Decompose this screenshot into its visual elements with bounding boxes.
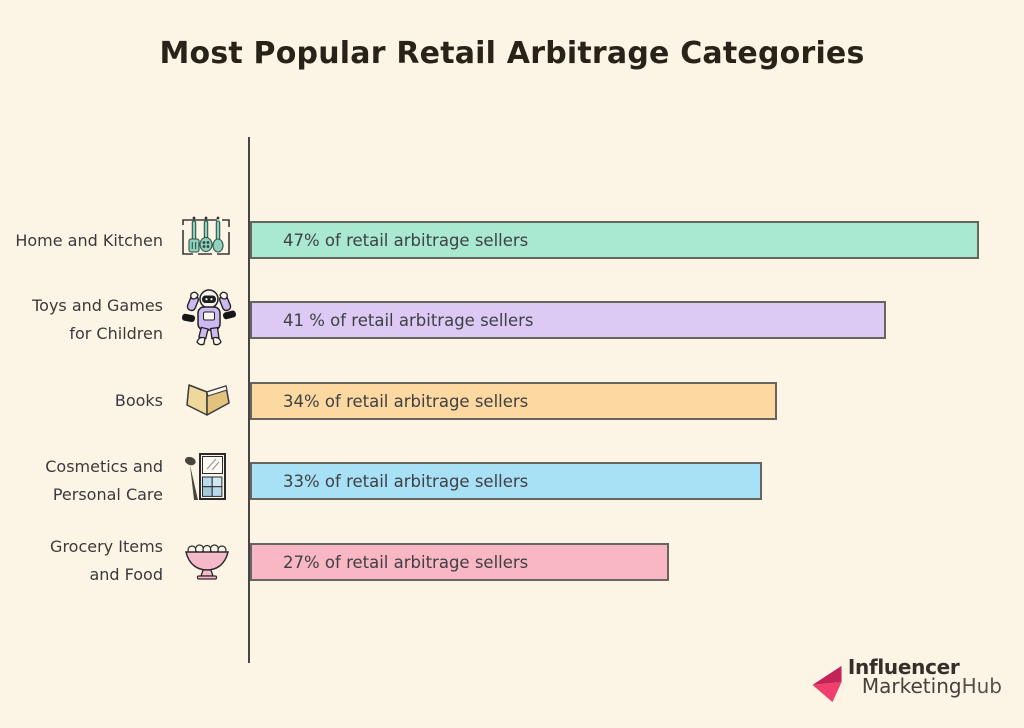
bar-value-label: 34% of retail arbitrage sellers xyxy=(283,391,529,411)
fruit-bowl-icon xyxy=(182,539,232,587)
brand-line1: Influencer xyxy=(847,655,960,679)
brand-line2: MarketingHub xyxy=(861,674,1002,698)
open-book-icon xyxy=(182,377,234,427)
brand-wordmark: Influencer MarketingHub xyxy=(847,655,1002,698)
bar-grocery: 27% of retail arbitrage sellers xyxy=(250,543,669,581)
bar-home-kitchen: 47% of retail arbitrage sellers xyxy=(250,221,979,259)
category-label-home-kitchen: Home and Kitchen xyxy=(15,231,163,250)
cosmetics-palette-icon xyxy=(181,450,229,508)
category-label-cosmetics: Cosmetics and Personal Care xyxy=(45,457,163,504)
bar-value-label: 41 % of retail arbitrage sellers xyxy=(283,310,534,330)
brand-arrow-icon xyxy=(810,664,844,708)
category-label-books: Books xyxy=(114,391,163,410)
vertical-axis-line xyxy=(248,137,250,663)
chart-title: Most Popular Retail Arbitrage Categories xyxy=(159,36,865,71)
bar-cosmetics: 33% of retail arbitrage sellers xyxy=(250,462,762,500)
bar-toys-games: 41 % of retail arbitrage sellers xyxy=(250,301,886,339)
brand-logo: Influencer MarketingHub xyxy=(810,655,1002,708)
category-label-grocery: Grocery Items and Food xyxy=(50,537,163,584)
bar-books: 34% of retail arbitrage sellers xyxy=(250,382,777,420)
toy-robot-icon xyxy=(180,287,238,351)
bar-value-label: 27% of retail arbitrage sellers xyxy=(283,552,529,572)
bar-value-label: 47% of retail arbitrage sellers xyxy=(283,230,529,250)
category-label-toys-games: Toys and Games for Children xyxy=(32,296,163,343)
bar-value-label: 33% of retail arbitrage sellers xyxy=(283,471,529,491)
kitchen-utensils-icon xyxy=(177,213,235,263)
